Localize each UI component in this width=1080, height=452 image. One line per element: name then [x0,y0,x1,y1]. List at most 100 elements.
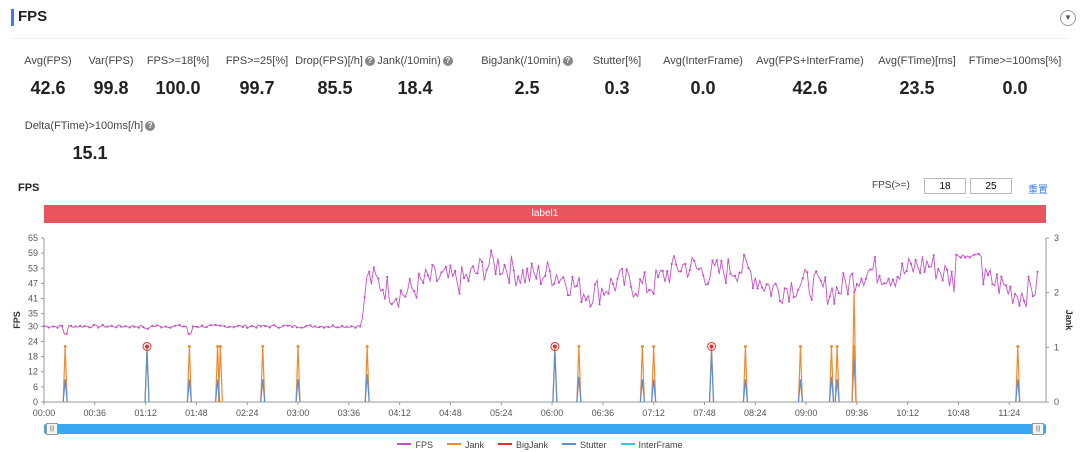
fps-point [250,324,253,328]
fps-point [991,283,994,286]
stutter-spike [742,379,748,403]
fps-point [697,268,700,271]
fps-point [101,323,104,326]
fps-point [557,281,560,284]
fps-point [467,279,470,283]
metric-value: 85.5 [317,78,353,98]
fps-point [413,290,416,293]
fps-threshold-2-input[interactable] [970,178,1012,194]
x-tick-label: 04:48 [439,408,462,418]
stutter-spike [144,351,150,403]
x-tick-label: 06:36 [592,408,615,418]
fps-point [751,287,755,290]
fps-point [372,266,375,269]
metric-value: 0.3 [604,78,630,98]
chart-legend: FPS Jank BigJank Stutter InterFrame [0,440,1080,450]
metric-value: 99.8 [93,78,129,98]
legend-item[interactable]: FPS [397,440,433,450]
legend-item[interactable]: Stutter [562,440,607,450]
fps-point [878,274,881,277]
metric-label: Var(FPS) [88,55,134,67]
fps-point [241,325,244,329]
y-tick-label: 24 [28,336,38,346]
reset-link[interactable]: 重置 [1028,185,1048,196]
fps-point [860,277,863,280]
x-tick-label: 05:24 [490,408,513,418]
metric-label: FPS>=25[%] [225,55,289,67]
fps-point [783,287,786,290]
legend-item[interactable]: InterFrame [620,440,683,450]
fps-point [246,326,249,329]
fps-point [219,324,222,327]
fps-point [901,262,904,265]
fps-point [399,289,402,292]
fps-point [313,325,317,328]
fps-point [648,288,651,291]
metric-value: 100.0 [155,78,201,98]
x-tick-label: 01:48 [185,408,208,418]
stutter-spike [552,351,558,403]
fps-point [1018,304,1021,307]
y-tick-label: 65 [28,233,38,243]
fps-point [137,326,140,329]
fps-point [508,281,511,284]
metric-value: 99.7 [239,78,275,98]
fps-point [910,262,913,266]
stutter-spike [186,379,192,403]
fps-point [92,323,95,327]
fps-line [43,250,1038,335]
help-icon[interactable]: ? [442,56,453,66]
x-tick-label: 02:24 [236,408,259,418]
fps-point [79,324,82,327]
fps-point [801,277,804,280]
fps-point [729,272,732,275]
jank-point [261,344,265,348]
fps-point [955,253,958,256]
slider-right-handle[interactable]: ||| [1032,423,1044,435]
fps-point [706,282,710,285]
jank-point [218,344,222,348]
fps-point [652,292,655,295]
y2-tick-label: 0 [1054,397,1059,407]
x-tick-label: 08:24 [744,408,767,418]
fps-point [440,271,443,274]
fps-point [512,269,515,272]
legend-swatch [620,443,635,445]
fps-point [679,270,682,273]
fps-point [304,325,307,328]
help-icon[interactable]: ? [145,121,156,131]
fps-point [928,265,931,268]
fps-point [720,259,723,262]
fps-point [788,300,791,303]
label-band[interactable]: label1 [44,205,1046,223]
time-range-slider[interactable]: ||| ||| [44,423,1046,435]
bigjank-point [709,344,714,349]
fps-point [1027,275,1030,278]
legend-item[interactable]: BigJank [497,440,548,450]
fps-point [499,273,502,276]
fps-point [553,282,556,285]
fps-point [74,325,77,328]
fps-point [616,277,619,280]
metric-card: Drop(FPS)[/h]? 85.5 [265,55,405,99]
fps-point [584,299,588,302]
legend-item[interactable]: Jank [446,440,484,450]
help-icon[interactable]: ? [562,56,573,66]
fps-filter-label: FPS(>=) [872,180,910,191]
fps-point [124,325,127,328]
slider-left-handle[interactable]: ||| [46,423,58,435]
x-tick-label: 01:12 [134,408,157,418]
fps-point [169,326,172,329]
fps-point [277,326,280,329]
fps-point [711,259,714,262]
fps-point [887,277,890,280]
fps-point [756,287,759,290]
chevron-down-icon[interactable]: ▼ [1060,10,1076,26]
fps-threshold-1-input[interactable] [924,178,966,194]
stutter-spike [364,374,370,403]
help-icon[interactable]: ? [364,56,375,66]
fps-point [259,325,262,328]
bigjank-marker [142,341,152,351]
y-tick-label: 59 [28,248,38,258]
fps-point [318,325,321,329]
